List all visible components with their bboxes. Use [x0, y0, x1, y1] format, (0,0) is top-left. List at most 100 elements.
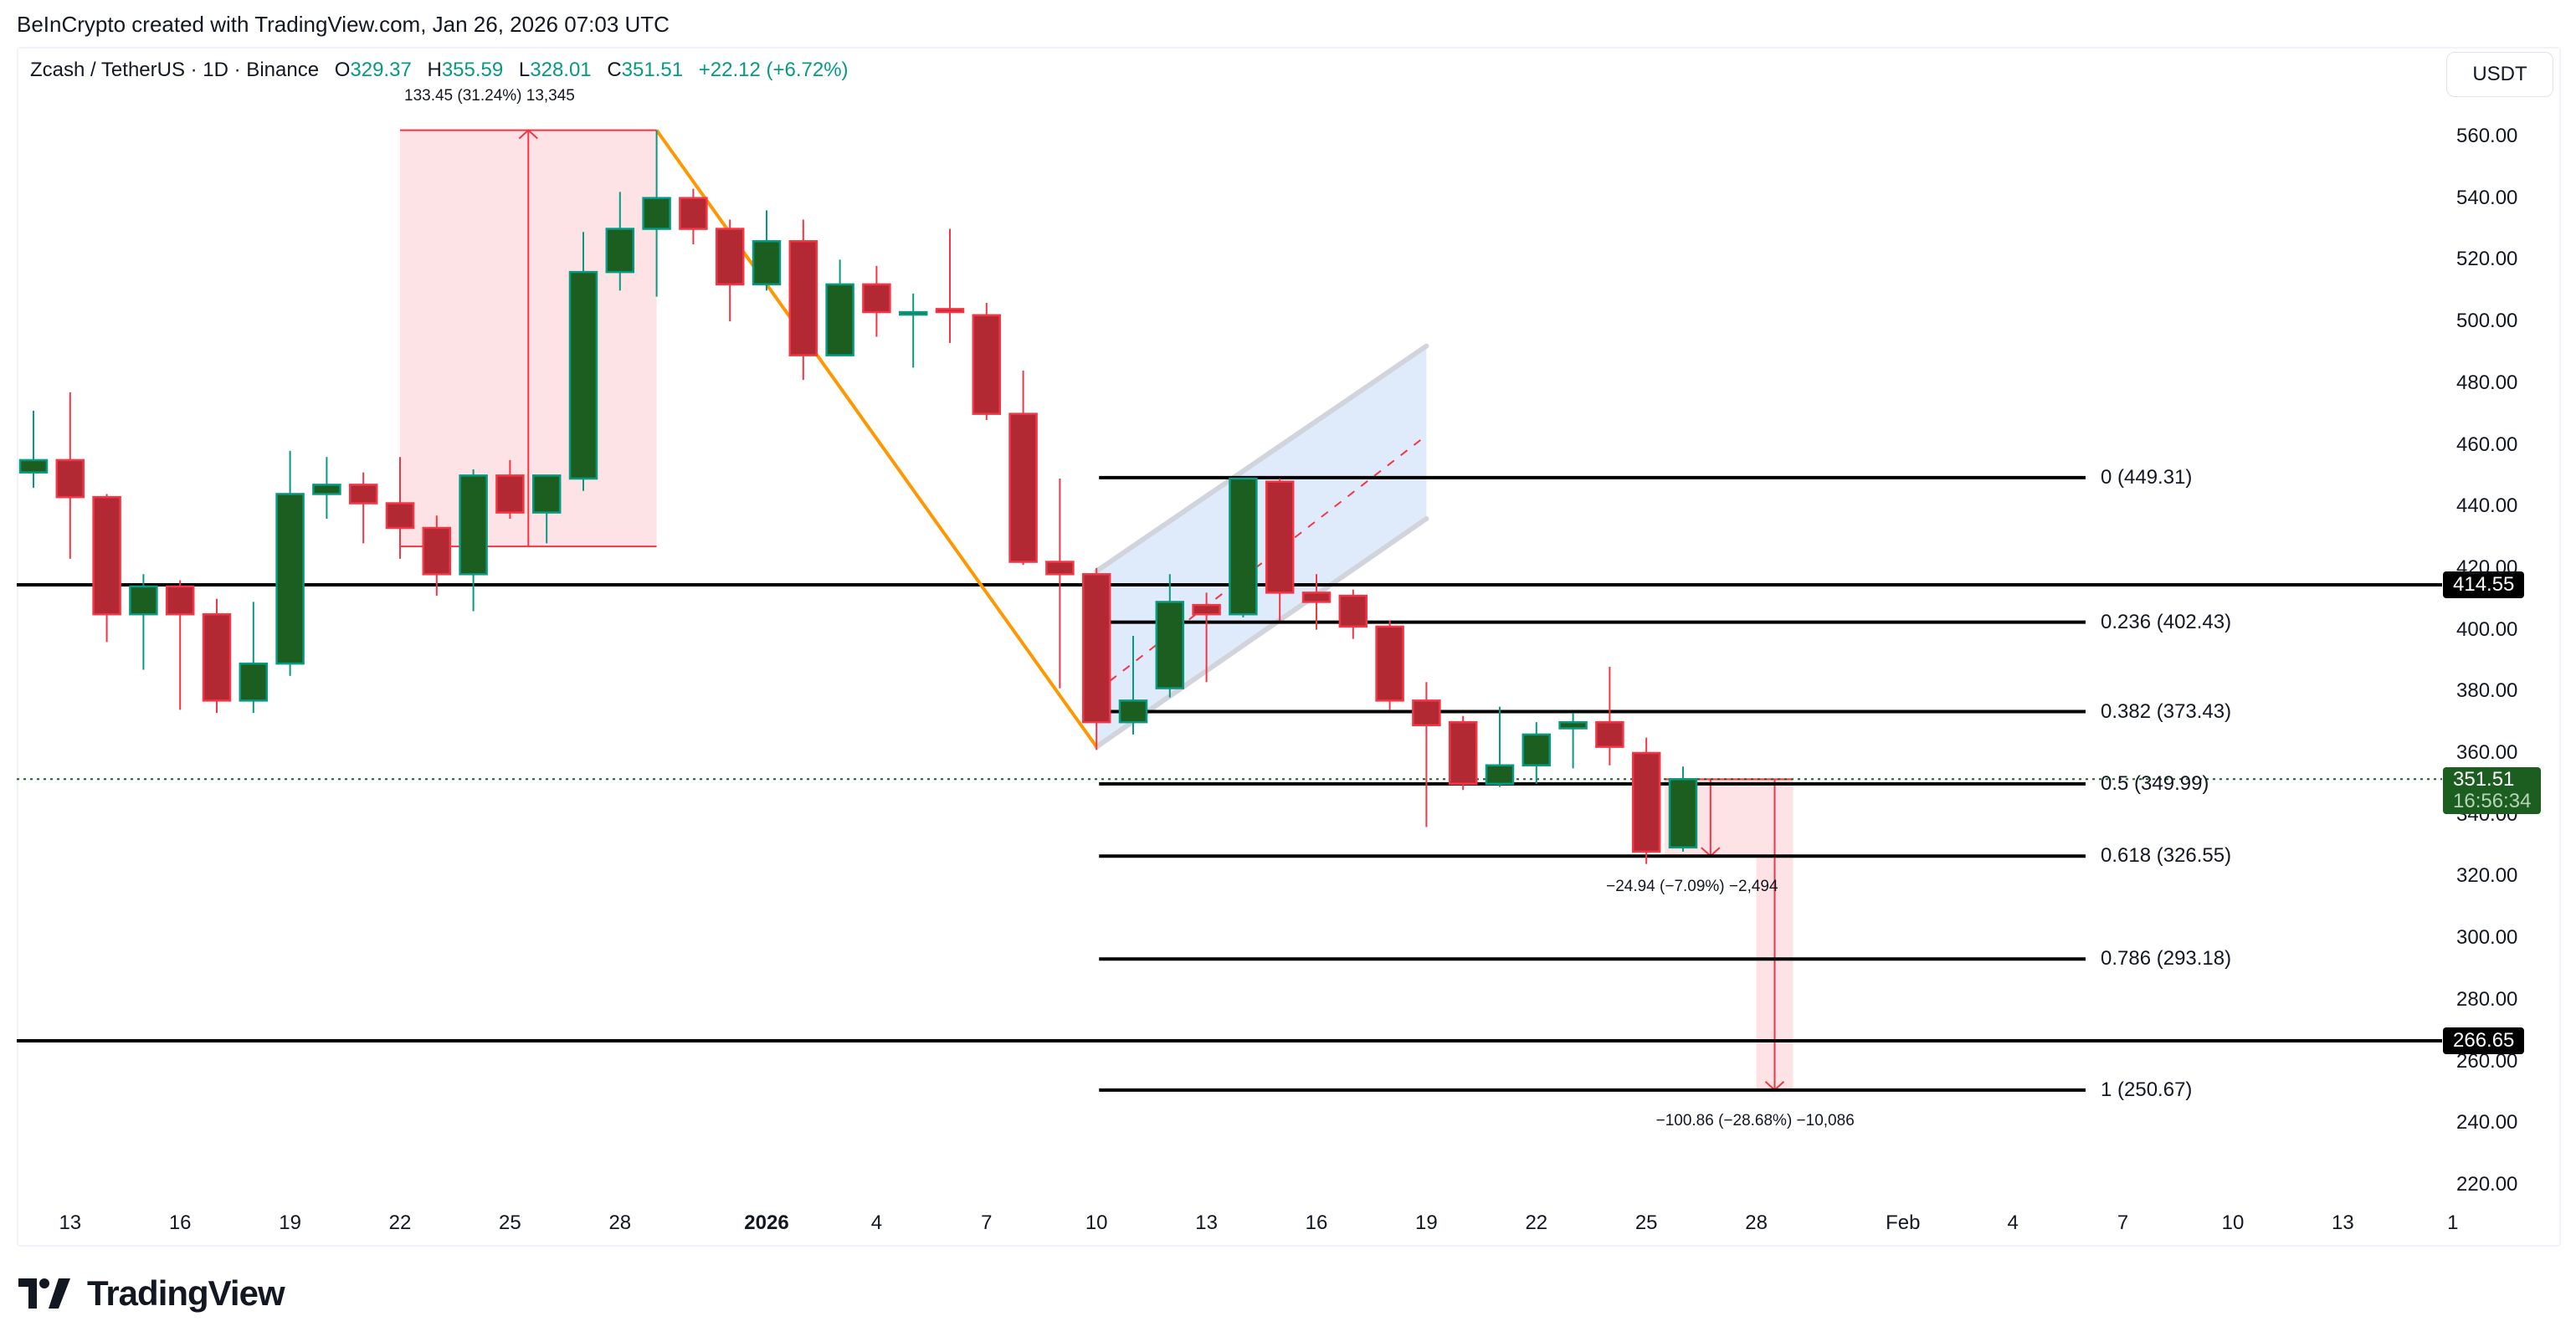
fib-level-label: 0.786 (293.18): [2101, 947, 2232, 971]
candle: [605, 228, 635, 274]
bar-countdown: 16:56:34: [2453, 790, 2532, 813]
candle: [1412, 699, 1441, 727]
x-axis-tick: 4: [870, 1211, 883, 1234]
y-axis-tick: 560.00: [2456, 125, 2518, 147]
last-price-tag: 351.51 16:56:34: [2443, 767, 2542, 815]
y-axis-tick: 400.00: [2456, 617, 2518, 641]
x-axis-tick: 16: [1305, 1211, 1328, 1234]
x-axis-tick: 7: [981, 1211, 993, 1234]
candle: [1448, 720, 1478, 786]
x-axis-tick: 13: [1195, 1211, 1218, 1234]
y-axis-tick: 220.00: [2456, 1172, 2518, 1196]
low-label: L: [518, 59, 531, 81]
channel-upper-line: [1094, 343, 1429, 574]
candle: [1229, 477, 1258, 616]
y-axis-tick: 320.00: [2456, 864, 2518, 888]
fib-level-label: 0.5 (349.99): [2101, 771, 2209, 795]
candle: [275, 493, 305, 665]
candle: [18, 458, 49, 474]
x-axis-tick: 19: [279, 1211, 301, 1234]
candle: [385, 502, 415, 530]
x-axis-tick: 19: [1415, 1211, 1438, 1234]
y-axis-tick: 240.00: [2456, 1111, 2518, 1135]
candle: [1631, 751, 1661, 853]
y-axis-tick: 260.00: [2456, 1049, 2518, 1073]
close-label: C: [607, 59, 622, 81]
candle: [862, 283, 891, 314]
fib-level-label: 0 (449.31): [2101, 465, 2193, 489]
x-axis-tick: 25: [1634, 1211, 1658, 1234]
x-axis-tick: Feb: [1886, 1211, 1921, 1234]
x-axis-tick: 22: [1525, 1211, 1548, 1234]
y-axis-tick: 360.00: [2456, 741, 2518, 764]
tradingview-logo: TradingView: [18, 1273, 285, 1314]
x-axis-tick: 1: [2447, 1211, 2459, 1234]
high-label: H: [427, 59, 442, 81]
candle: [1118, 699, 1148, 724]
y-axis-tick: 380.00: [2456, 679, 2518, 703]
x-axis-tick: 2026: [744, 1211, 789, 1234]
candle: [1375, 625, 1404, 702]
price-range-label: 133.45 (31.24%) 13,345: [404, 86, 575, 105]
fib-level-label: 0.618 (326.55): [2101, 844, 2232, 868]
x-axis-tick: 13: [2332, 1211, 2354, 1234]
candle: [531, 474, 562, 514]
candle: [422, 526, 452, 576]
candle: [972, 314, 1002, 415]
candle: [679, 197, 708, 230]
tradingview-logo-icon: [18, 1278, 70, 1309]
candle: [165, 585, 195, 616]
candle: [715, 228, 745, 286]
candle: [348, 484, 378, 505]
candle: [312, 484, 341, 495]
candle: [1338, 594, 1368, 628]
candle: [825, 283, 854, 356]
x-axis-tick: 28: [1745, 1211, 1768, 1234]
candle: [1668, 778, 1698, 849]
candle: [1521, 733, 1552, 766]
candle: [1008, 412, 1038, 563]
candle: [1045, 561, 1075, 576]
horizontal-line-price-tag: 266.65: [2443, 1027, 2525, 1054]
candle: [1155, 601, 1185, 689]
y-axis-tick: 300.00: [2456, 926, 2518, 950]
x-axis-tick: 7: [2117, 1211, 2129, 1234]
candle: [495, 474, 525, 514]
x-axis-tick: 10: [1085, 1211, 1108, 1234]
y-axis-tick: 540.00: [2456, 186, 2518, 209]
last-price-value: 351.51: [2453, 768, 2515, 791]
candle: [202, 612, 232, 702]
change-value: +22.12 (+6.72%): [698, 59, 849, 81]
candle: [788, 240, 818, 356]
x-axis-tick: 22: [388, 1211, 412, 1234]
candle: [1558, 720, 1588, 730]
y-axis-tick: 500.00: [2456, 310, 2518, 333]
x-axis-tick: 25: [499, 1211, 521, 1234]
candle: [935, 308, 965, 314]
candle: [1485, 764, 1515, 786]
candle: [898, 310, 928, 316]
channel-lower-line: [1094, 515, 1429, 750]
x-axis-tick: 28: [608, 1211, 632, 1234]
fib-level-label: 0.236 (402.43): [2101, 610, 2232, 633]
candle: [239, 662, 269, 702]
candle: [1265, 480, 1295, 594]
channel-mid-line: [1096, 434, 1428, 693]
candle: [568, 270, 598, 480]
x-axis-tick: 13: [59, 1211, 82, 1234]
candle: [129, 585, 158, 616]
arrow-up-icon: [518, 129, 538, 140]
y-axis-tick: 480.00: [2456, 371, 2518, 394]
open-value: 329.37: [350, 59, 412, 81]
price-range-label: −100.86 (−28.68%) −10,086: [1655, 1111, 1855, 1129]
candle: [1081, 573, 1111, 724]
fib-level-label: 1 (250.67): [2101, 1078, 2193, 1101]
high-value: 355.59: [441, 59, 504, 81]
currency-button[interactable]: USDT: [2446, 52, 2553, 97]
close-value: 351.51: [621, 59, 684, 81]
chart-credit: BeInCrypto created with TradingView.com,…: [17, 12, 670, 37]
open-label: O: [334, 59, 351, 81]
chart-panel[interactable]: [17, 47, 2561, 1247]
symbol-title[interactable]: Zcash / TetherUS · 1D · Binance: [30, 59, 320, 81]
